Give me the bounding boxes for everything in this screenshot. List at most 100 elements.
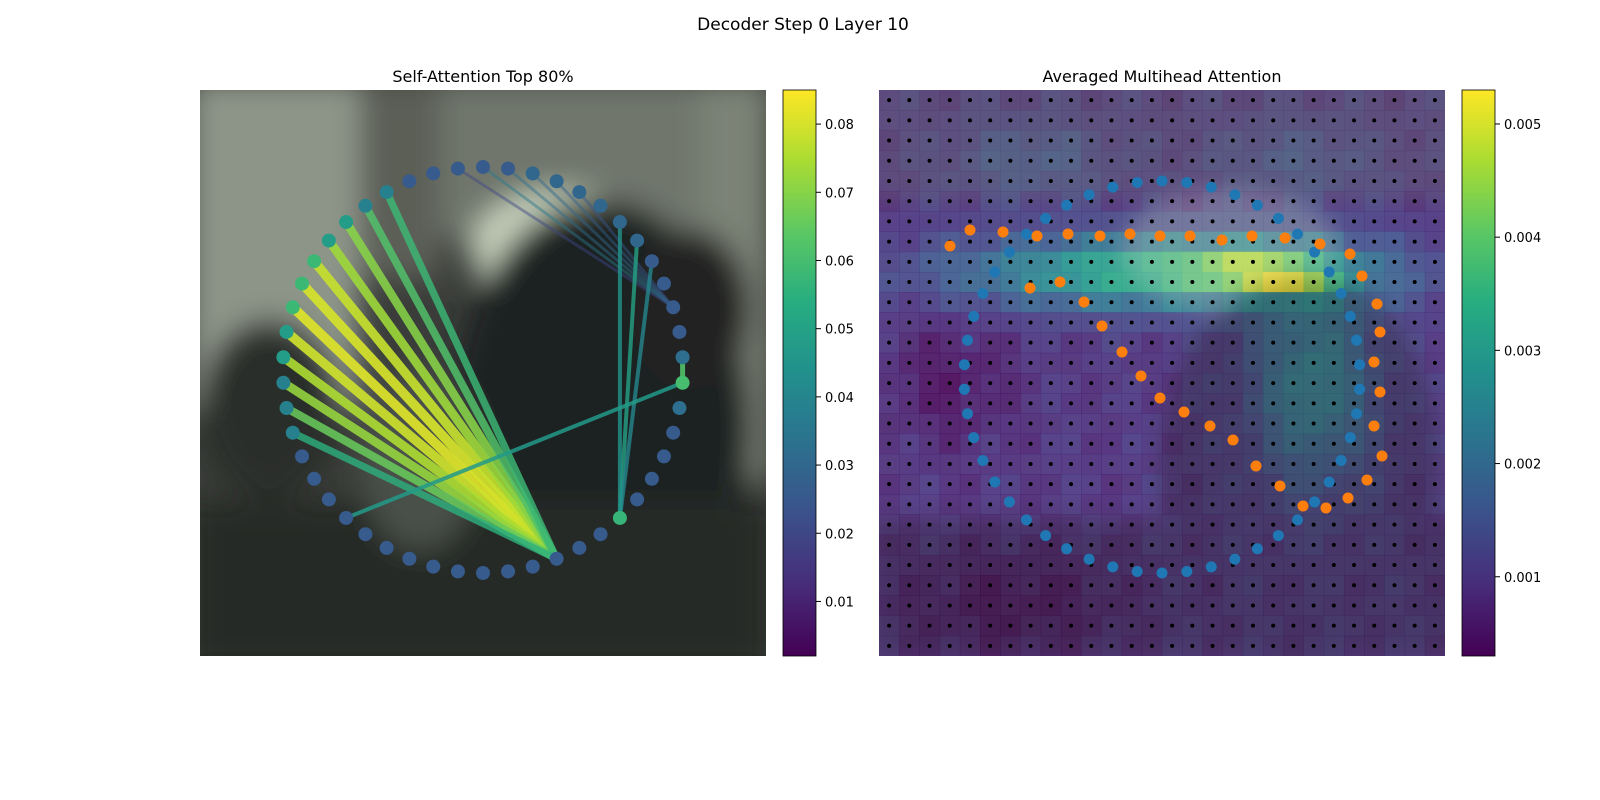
grid-point <box>1048 623 1053 628</box>
grid-point <box>1109 199 1114 204</box>
reference-point <box>989 266 1001 278</box>
grid-point <box>1311 320 1316 325</box>
reference-point <box>1344 432 1356 444</box>
grid-point <box>1392 360 1397 365</box>
grid-point <box>1372 563 1377 568</box>
grid-point <box>1271 502 1276 507</box>
query-node <box>593 198 608 213</box>
grid-point <box>907 199 912 204</box>
predicted-point <box>1246 230 1258 242</box>
attention-edge <box>507 167 675 309</box>
reference-point <box>1205 181 1217 193</box>
grid-point <box>988 522 993 527</box>
grid-point <box>1372 381 1377 386</box>
grid-point <box>967 522 972 527</box>
grid-point <box>887 320 892 325</box>
grid-point <box>1028 158 1033 163</box>
grid-point <box>1089 381 1094 386</box>
grid-point <box>1352 138 1357 143</box>
grid-point <box>1109 138 1114 143</box>
query-node <box>656 276 671 291</box>
grid-point <box>1109 583 1114 588</box>
grid-point <box>1089 300 1094 305</box>
grid-point <box>1291 441 1296 446</box>
grid-point <box>1331 381 1336 386</box>
grid-point <box>947 421 952 426</box>
grid-point <box>927 583 932 588</box>
query-node <box>672 324 687 339</box>
grid-point <box>1291 421 1296 426</box>
grid-point <box>1230 138 1235 143</box>
grid-point <box>1230 482 1235 487</box>
grid-point <box>1250 340 1255 345</box>
grid-point <box>1170 441 1175 446</box>
grid-point <box>1170 300 1175 305</box>
grid-point <box>1149 441 1154 446</box>
grid-point <box>1089 643 1094 648</box>
grid-point <box>988 259 993 264</box>
query-node <box>321 492 336 507</box>
grid-point <box>1190 603 1195 608</box>
grid-point <box>967 441 972 446</box>
grid-point <box>1149 421 1154 426</box>
grid-point <box>927 441 932 446</box>
grid-point <box>1352 461 1357 466</box>
grid-point <box>1331 401 1336 406</box>
grid-point <box>967 401 972 406</box>
grid-point <box>1089 178 1094 183</box>
grid-point <box>907 461 912 466</box>
reference-point <box>1020 514 1032 526</box>
grid-point <box>988 461 993 466</box>
grid-point <box>1432 542 1437 547</box>
grid-point <box>1109 360 1114 365</box>
grid-point <box>1392 381 1397 386</box>
grid-point <box>1170 401 1175 406</box>
predicted-point <box>1178 406 1190 418</box>
grid-point <box>1028 401 1033 406</box>
grid-point <box>1089 158 1094 163</box>
grid-point <box>1311 239 1316 244</box>
grid-point <box>1432 401 1437 406</box>
grid-point <box>1412 441 1417 446</box>
grid-point <box>1149 482 1154 487</box>
query-node <box>450 161 465 176</box>
grid-point <box>1069 219 1074 224</box>
grid-point <box>1250 502 1255 507</box>
query-node <box>572 185 587 200</box>
grid-point <box>1271 583 1276 588</box>
grid-point <box>1352 118 1357 123</box>
grid-point <box>1048 239 1053 244</box>
grid-point <box>1311 199 1316 204</box>
grid-point <box>1250 280 1255 285</box>
reference-point <box>1040 530 1052 542</box>
grid-point <box>1432 482 1437 487</box>
predicted-point <box>1135 370 1147 382</box>
reference-point <box>1061 543 1073 555</box>
grid-point <box>927 259 932 264</box>
grid-point <box>1271 300 1276 305</box>
grid-point <box>1028 583 1033 588</box>
reference-point <box>1354 383 1366 395</box>
grid-point <box>1230 118 1235 123</box>
query-node <box>426 559 441 574</box>
reference-point <box>977 454 989 466</box>
reference-point <box>1131 565 1143 577</box>
grid-point <box>1170 360 1175 365</box>
grid-point <box>1028 542 1033 547</box>
grid-point <box>1291 118 1296 123</box>
grid-point <box>1028 239 1033 244</box>
grid-point <box>907 219 912 224</box>
grid-point <box>1412 300 1417 305</box>
reference-point <box>968 432 980 444</box>
attention-edge <box>382 188 561 563</box>
grid-point <box>1230 603 1235 608</box>
grid-point <box>1089 239 1094 244</box>
grid-point <box>1129 603 1134 608</box>
grid-point <box>1271 259 1276 264</box>
predicted-point <box>1376 450 1388 462</box>
grid-point <box>927 98 932 103</box>
grid-point <box>1271 461 1276 466</box>
grid-point <box>1311 340 1316 345</box>
grid-point <box>947 118 952 123</box>
grid-point <box>1149 320 1154 325</box>
